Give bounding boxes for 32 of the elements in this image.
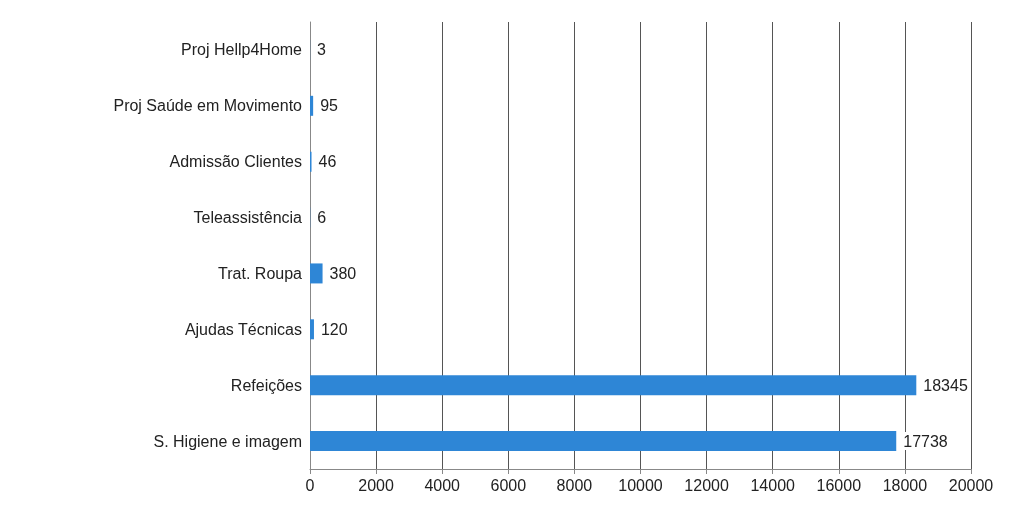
data-label: 95 [320, 97, 339, 115]
x-tick-label: 20000 [948, 476, 994, 494]
bar [310, 263, 323, 284]
x-tick-label: 6000 [490, 476, 527, 494]
y-tick-label: Proj Saúde em Movimento [113, 97, 303, 115]
y-tick-label: Admissão Clientes [169, 153, 302, 171]
x-tick-label: 16000 [816, 476, 862, 494]
data-label: 6 [317, 209, 327, 227]
x-tick-label: 14000 [750, 476, 796, 494]
bar [310, 375, 917, 396]
x-tick-label: 0 [305, 476, 315, 494]
y-tick-label: Ajudas Técnicas [184, 320, 302, 338]
bar [310, 431, 897, 452]
y-tick-label: Refeições [230, 376, 302, 394]
x-tick-label: 10000 [618, 476, 663, 494]
x-tick-label: 12000 [684, 476, 729, 494]
x-tick-label: 18000 [882, 476, 928, 494]
x-tick-label: 4000 [424, 476, 461, 494]
data-label: 380 [329, 264, 357, 282]
data-label: 17738 [903, 432, 948, 450]
x-tick-label: 8000 [556, 476, 593, 494]
x-tick-label: 2000 [358, 476, 394, 494]
bar [310, 95, 314, 116]
y-tick-label: Proj Hellp4Home [181, 41, 303, 59]
y-tick-label: Trat. Roupa [218, 264, 303, 282]
data-label: 46 [318, 153, 337, 171]
y-tick-label: Teleassistência [193, 209, 303, 227]
data-label: 18345 [923, 376, 968, 394]
data-label: 120 [320, 320, 348, 338]
bar [310, 319, 314, 340]
data-label: 3 [317, 41, 327, 59]
y-tick-label: S. Higiene e imagem [153, 432, 302, 450]
